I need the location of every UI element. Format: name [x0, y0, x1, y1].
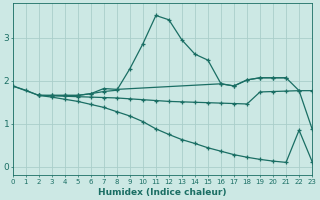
X-axis label: Humidex (Indice chaleur): Humidex (Indice chaleur): [98, 188, 227, 197]
